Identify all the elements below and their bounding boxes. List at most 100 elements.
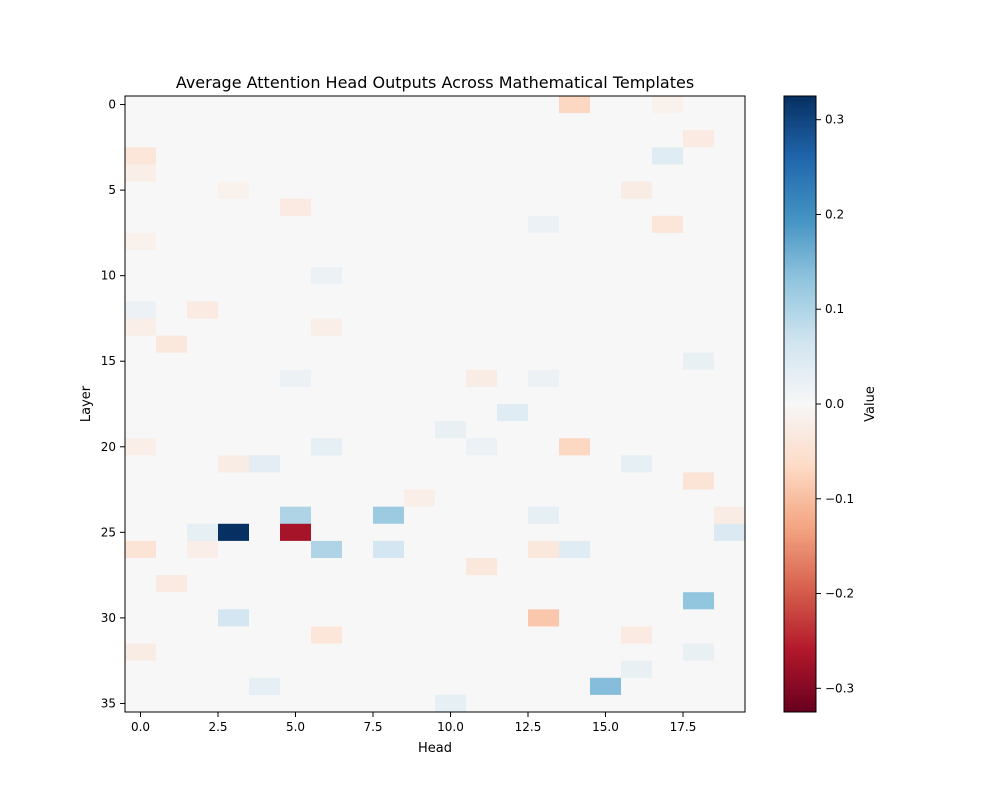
heatmap-cell bbox=[497, 660, 529, 679]
heatmap-cell bbox=[652, 352, 684, 371]
y-axis-label: Layer bbox=[79, 385, 94, 422]
heatmap-cell bbox=[683, 472, 715, 490]
heatmap-cell bbox=[342, 575, 374, 593]
heatmap-cell bbox=[373, 369, 405, 388]
heatmap-cell bbox=[404, 523, 436, 542]
heatmap-cell bbox=[497, 198, 529, 217]
heatmap-cell bbox=[187, 215, 219, 234]
heatmap-cell bbox=[497, 369, 529, 388]
heatmap-cell bbox=[559, 523, 591, 542]
heatmap-cell bbox=[249, 540, 281, 559]
heatmap-cell bbox=[652, 575, 684, 593]
y-tick-label: 30 bbox=[101, 611, 116, 625]
heatmap-cell bbox=[590, 677, 622, 696]
heatmap-cell bbox=[280, 660, 312, 679]
heatmap-cell bbox=[559, 438, 591, 456]
heatmap-cell bbox=[528, 113, 560, 131]
heatmap-cell bbox=[187, 404, 219, 422]
heatmap-cell bbox=[528, 198, 560, 217]
heatmap-cell bbox=[187, 284, 219, 302]
heatmap-cell bbox=[559, 489, 591, 508]
heatmap-cell bbox=[218, 489, 250, 508]
heatmap-cell bbox=[249, 489, 281, 508]
heatmap-cell bbox=[125, 215, 157, 234]
heatmap-cell bbox=[187, 438, 219, 456]
heatmap-cell bbox=[714, 318, 746, 336]
heatmap-cell bbox=[311, 694, 343, 713]
heatmap-cell bbox=[373, 386, 405, 405]
colorbar-tick-label: 0.3 bbox=[825, 113, 844, 127]
heatmap-cell bbox=[714, 506, 746, 525]
heatmap-cell bbox=[218, 250, 250, 268]
heatmap-cell bbox=[218, 215, 250, 234]
heatmap-cell bbox=[683, 215, 715, 234]
heatmap-cell bbox=[156, 198, 188, 217]
heatmap-cell bbox=[528, 472, 560, 490]
heatmap-cell bbox=[559, 113, 591, 131]
heatmap-cell bbox=[373, 318, 405, 336]
heatmap-cell bbox=[466, 558, 498, 576]
heatmap-cell bbox=[187, 540, 219, 559]
heatmap-cell bbox=[125, 113, 157, 131]
heatmap-cell bbox=[652, 301, 684, 319]
heatmap-cell bbox=[714, 113, 746, 131]
heatmap-cell bbox=[311, 335, 343, 354]
heatmap-cell bbox=[466, 318, 498, 336]
heatmap-cell bbox=[497, 643, 529, 662]
heatmap-cell bbox=[497, 506, 529, 525]
heatmap-cell bbox=[559, 181, 591, 200]
heatmap-cell bbox=[125, 592, 157, 610]
heatmap-cell bbox=[590, 181, 622, 200]
heatmap-cell bbox=[218, 335, 250, 354]
heatmap-cell bbox=[528, 626, 560, 644]
heatmap-cell bbox=[466, 404, 498, 422]
heatmap-cell bbox=[714, 677, 746, 696]
heatmap-cell bbox=[435, 369, 467, 388]
heatmap-cell bbox=[218, 198, 250, 217]
heatmap-cell bbox=[342, 626, 374, 644]
y-axis-ticks: 0 5 10 15 20 25 30 35 bbox=[101, 98, 125, 710]
heatmap-cell bbox=[590, 386, 622, 405]
heatmap-cell bbox=[590, 113, 622, 131]
colorbar-label: Value bbox=[863, 386, 878, 422]
heatmap-cell bbox=[590, 540, 622, 559]
heatmap-cell bbox=[559, 250, 591, 268]
heatmap-cell bbox=[280, 694, 312, 713]
heatmap-cell bbox=[528, 523, 560, 542]
heatmap-cell bbox=[528, 643, 560, 662]
heatmap-cell bbox=[497, 335, 529, 354]
heatmap-cell bbox=[187, 455, 219, 473]
heatmap-cell bbox=[590, 232, 622, 251]
heatmap-cell bbox=[435, 489, 467, 508]
heatmap-cell bbox=[683, 318, 715, 336]
heatmap-cell bbox=[714, 198, 746, 217]
heatmap-cell bbox=[342, 677, 374, 696]
heatmap-cell bbox=[404, 506, 436, 525]
heatmap-cell bbox=[559, 164, 591, 182]
heatmap-cell bbox=[125, 386, 157, 405]
heatmap-cell bbox=[311, 318, 343, 336]
heatmap-cell bbox=[249, 643, 281, 662]
heatmap-cell bbox=[156, 96, 188, 114]
heatmap-cell bbox=[683, 677, 715, 696]
heatmap-cell bbox=[683, 404, 715, 422]
heatmap-cell bbox=[311, 352, 343, 371]
heatmap-cell bbox=[435, 643, 467, 662]
heatmap-cell bbox=[311, 96, 343, 114]
heatmap-cell bbox=[218, 267, 250, 285]
heatmap-cell bbox=[652, 215, 684, 234]
heatmap-cell bbox=[342, 284, 374, 302]
heatmap-cell bbox=[528, 250, 560, 268]
heatmap-cell bbox=[404, 626, 436, 644]
heatmap-cell bbox=[559, 421, 591, 439]
heatmap-cell bbox=[559, 352, 591, 371]
heatmap-cell bbox=[280, 250, 312, 268]
heatmap-cell bbox=[621, 181, 653, 200]
heatmap-cell bbox=[683, 369, 715, 388]
heatmap-cell bbox=[156, 232, 188, 251]
heatmap-cell bbox=[652, 506, 684, 525]
heatmap-cell bbox=[435, 677, 467, 696]
heatmap-cell bbox=[435, 198, 467, 217]
heatmap-cell bbox=[404, 284, 436, 302]
heatmap-cell bbox=[187, 575, 219, 593]
